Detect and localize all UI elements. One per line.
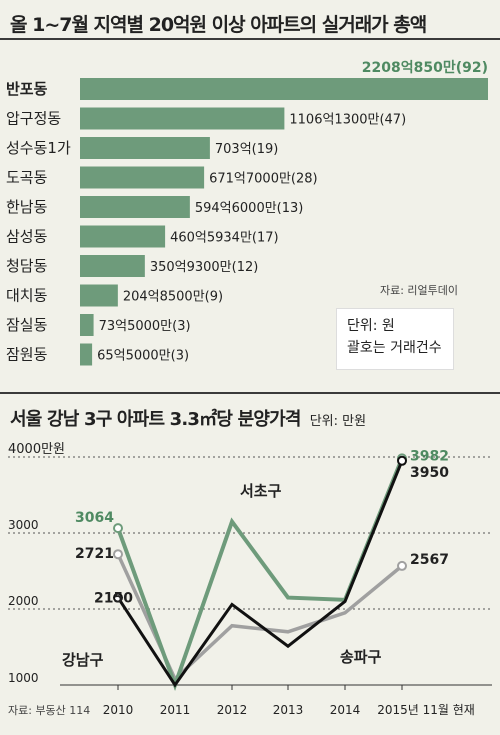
bar-category-label: 대치동 bbox=[6, 287, 48, 305]
y-tick-label: 1000 bbox=[8, 671, 39, 685]
bar-category-label: 잠실동 bbox=[6, 316, 48, 334]
bar-category-label: 압구정동 bbox=[6, 110, 61, 128]
x-tick-label: 2011 bbox=[160, 703, 191, 717]
y-tick-label: 3000 bbox=[8, 518, 39, 532]
bar bbox=[80, 225, 166, 248]
x-tick-label: 2015년 11월 현재 bbox=[377, 703, 475, 717]
note-box: 단위: 원 괄호는 거래건수 bbox=[336, 308, 454, 370]
bar-category-label: 잠원동 bbox=[6, 346, 48, 364]
title-divider bbox=[0, 38, 500, 40]
data-label: 3950 bbox=[410, 465, 449, 481]
bar-value-label: 65억5000만(3) bbox=[97, 349, 189, 364]
series-point bbox=[113, 523, 123, 534]
y-top-label: 4000만원 bbox=[8, 442, 65, 457]
bar bbox=[80, 343, 93, 366]
bar bbox=[80, 107, 285, 130]
bar-value-label: 594억6000만(13) bbox=[195, 201, 304, 216]
bar bbox=[80, 255, 145, 277]
bar-chart: 반포동 2208억850만(92) 압구정동 1106억1300만(47) 성수동1가 7… bbox=[6, 60, 488, 366]
bar bbox=[80, 166, 205, 189]
bar bbox=[80, 78, 488, 100]
bar-value-label: 204억8500만(9) bbox=[123, 290, 223, 305]
chart2-title: 서울 강남 3구 아파트 3.3㎡당 분양가격 단위: 만원 bbox=[10, 405, 366, 431]
note-unit: 단위: 원 bbox=[347, 318, 395, 334]
chart1-source: 자료: 리얼투데이 bbox=[380, 283, 458, 297]
bar-value-label: 703억(19) bbox=[215, 142, 278, 157]
bar-value-label: 350억9300만(12) bbox=[150, 260, 259, 275]
series-line bbox=[116, 460, 404, 688]
bar-category-label: 한남동 bbox=[6, 198, 48, 216]
series-point bbox=[397, 560, 407, 571]
x-tick-label: 2014 bbox=[330, 703, 361, 717]
bar-category-label: 청담동 bbox=[6, 257, 48, 275]
series-name-label: 송파구 bbox=[340, 648, 382, 666]
bar-category-label: 반포동 bbox=[6, 80, 48, 98]
chart2-title-main: 서울 강남 3구 아파트 3.3㎡당 분양가격 bbox=[10, 409, 301, 430]
bar-category-label: 도곡동 bbox=[6, 169, 48, 187]
chart1-title: 올 1~7월 지역별 20억원 이상 아파트의 실거래가 총액 bbox=[10, 14, 427, 36]
bar-value-label: 671억7000만(28) bbox=[209, 172, 318, 187]
bar-value-label: 73억5000만(3) bbox=[99, 319, 191, 334]
x-tick-label: 2010 bbox=[103, 703, 134, 717]
y-tick-label: 2000 bbox=[8, 594, 39, 608]
x-tick-label: 2012 bbox=[217, 703, 248, 717]
bar-category-label: 성수동1가 bbox=[6, 139, 71, 157]
bar bbox=[80, 196, 190, 218]
data-label: 3064 bbox=[75, 510, 114, 526]
x-tick-label: 2013 bbox=[273, 703, 304, 717]
series-name-label: 서초구 bbox=[240, 482, 282, 500]
bar bbox=[80, 284, 118, 307]
data-label: 2721 bbox=[75, 546, 114, 562]
bar-value-label: 460억5934만(17) bbox=[170, 231, 279, 246]
series-point bbox=[113, 549, 123, 560]
bar bbox=[80, 314, 94, 336]
data-label: 2567 bbox=[410, 552, 449, 568]
note-paren: 괄호는 거래건수 bbox=[347, 340, 442, 356]
section-divider bbox=[0, 392, 500, 394]
bar-value-label: 1106억1300만(47) bbox=[289, 113, 406, 128]
line-chart: 4000만원 1000 2000 3000 2010 2011 2012 2013 2014 20… bbox=[8, 442, 492, 717]
bar-category-label: 삼성동 bbox=[6, 228, 48, 246]
bar-value-label: 2208억850만(92) bbox=[362, 60, 488, 76]
chart2-source: 자료: 부동산 114 bbox=[8, 704, 90, 717]
data-label: 3982 bbox=[410, 448, 449, 464]
series-point bbox=[397, 455, 407, 466]
series-point bbox=[113, 592, 123, 603]
data-label: 2150 bbox=[94, 591, 133, 607]
series-name-label: 강남구 bbox=[62, 651, 104, 669]
chart2-unit: 단위: 만원 bbox=[309, 414, 367, 429]
bar bbox=[80, 137, 210, 159]
